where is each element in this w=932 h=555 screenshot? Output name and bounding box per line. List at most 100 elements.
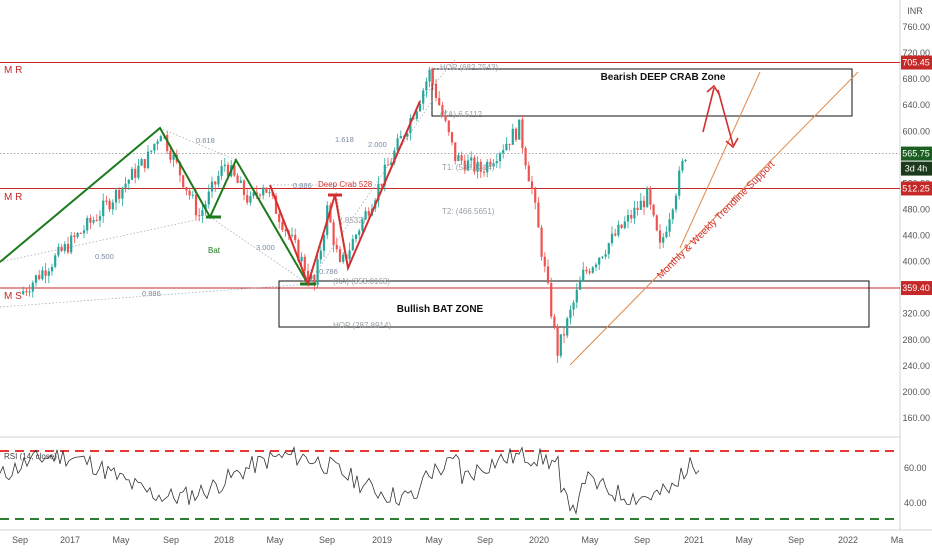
x-tick-label: Sep [319, 535, 335, 545]
candle-body [95, 220, 98, 222]
candle-body [588, 271, 591, 273]
candle-body [479, 161, 482, 172]
x-tick-label: 2017 [60, 535, 80, 545]
candle-body [393, 150, 396, 163]
candle-body [268, 192, 271, 194]
candle-body [262, 187, 265, 196]
y-tick-label: 160.00 [902, 413, 930, 423]
candle-body [201, 210, 204, 217]
candle-body [335, 244, 338, 250]
y-tick-label: 720.00 [902, 48, 930, 58]
fib-1618: 1.618 [335, 135, 354, 144]
candle-body [98, 216, 102, 221]
x-tick-label: May [425, 535, 443, 545]
svg-text:705.45: 705.45 [902, 58, 930, 68]
candle-body [521, 119, 524, 149]
candle-body [617, 224, 620, 236]
candle-body [322, 235, 326, 251]
bullish-bat-zone[interactable]: Bullish BAT ZONE [278, 280, 870, 328]
candle-body [354, 234, 358, 240]
candle-body [601, 256, 604, 258]
candle-body [172, 154, 175, 160]
x-tick-label: 2019 [372, 535, 392, 545]
candle-body [655, 215, 658, 231]
candle-body [185, 187, 188, 191]
x-tick-label: May [266, 535, 284, 545]
candle-body [25, 291, 28, 293]
candle-body [265, 187, 268, 193]
candle-body [543, 256, 546, 267]
price-pane [0, 0, 900, 435]
candle-body [191, 194, 194, 196]
candle-body [66, 243, 70, 253]
candle-body [127, 179, 130, 184]
candle-body [278, 213, 281, 222]
x-axis: Sep 2017 May Sep 2018 May Sep 2019 May Sep 2020 May… [12, 535, 903, 545]
candle-body [70, 235, 73, 253]
candle-body [79, 232, 82, 234]
candle-body [460, 155, 463, 161]
bearish-crab-zone[interactable]: Bearish DEEP CRAB Zone [431, 68, 853, 117]
rsi-tick-60: 60.00 [904, 463, 927, 473]
candle-body [425, 81, 428, 91]
candle-body [630, 215, 633, 219]
candle-body [274, 195, 278, 214]
candle-body [159, 136, 162, 142]
candle-body [546, 266, 550, 283]
y-tick-label: 200.00 [902, 387, 930, 397]
x-tick-label: Sep [788, 535, 804, 545]
x-tick-label: May [735, 535, 753, 545]
candle-body [313, 275, 316, 285]
candle-body [102, 200, 105, 217]
candle-body [150, 150, 153, 152]
candle-body [63, 243, 66, 252]
candle-body [447, 120, 450, 133]
candle-body [210, 181, 214, 192]
x-tick-label: Sep [12, 535, 28, 545]
crab-hop: HOP (682.7543) [440, 63, 498, 72]
horizontal-levels [0, 62, 900, 289]
candle-body [444, 115, 447, 121]
price-tags: 705.45 565.75 512.25 359.40 3d 4h [901, 55, 932, 296]
candle-body [233, 165, 236, 176]
x-tick-label: May [112, 535, 130, 545]
fib-3000: 3.000 [256, 243, 275, 252]
candle-body [281, 221, 284, 230]
candle-body [303, 256, 306, 271]
y-tick-label: 240.00 [902, 361, 930, 371]
candle-body [41, 270, 44, 280]
level-label-mr-top: M R [4, 65, 22, 76]
bullish-zone-label: Bullish BAT ZONE [397, 304, 484, 315]
level-label-mr-mid: M R [4, 192, 22, 203]
candle-body [658, 230, 662, 243]
bat-xa: (XA) (358.0163) [333, 277, 390, 286]
candle-body [348, 250, 351, 259]
candle-body [358, 230, 361, 235]
candle-body [482, 171, 486, 173]
candle-body [166, 135, 169, 151]
candle-body [572, 302, 575, 310]
candle-body [591, 267, 594, 273]
candle-body [508, 143, 511, 145]
candle-body [684, 159, 687, 161]
candle-body [386, 164, 390, 166]
y-tick-label: 480.00 [902, 204, 930, 214]
candle-body [498, 153, 502, 162]
candle-body [406, 133, 409, 137]
price-tag: 512.25 [901, 181, 932, 196]
candle-body [380, 183, 383, 186]
x-tick-label: Sep [163, 535, 179, 545]
bearish-zone-label: Bearish DEEP CRAB Zone [601, 72, 726, 83]
candle-body [428, 69, 431, 82]
candle-body [306, 270, 310, 280]
candle-body [457, 155, 460, 161]
candle-body [623, 221, 626, 229]
candle-body [214, 181, 217, 185]
candle-body [364, 211, 367, 220]
candle-body [578, 281, 582, 290]
svg-text:359.40: 359.40 [902, 283, 930, 293]
candle-body [290, 234, 294, 236]
candle-body [642, 200, 646, 208]
candle-body [111, 202, 114, 210]
